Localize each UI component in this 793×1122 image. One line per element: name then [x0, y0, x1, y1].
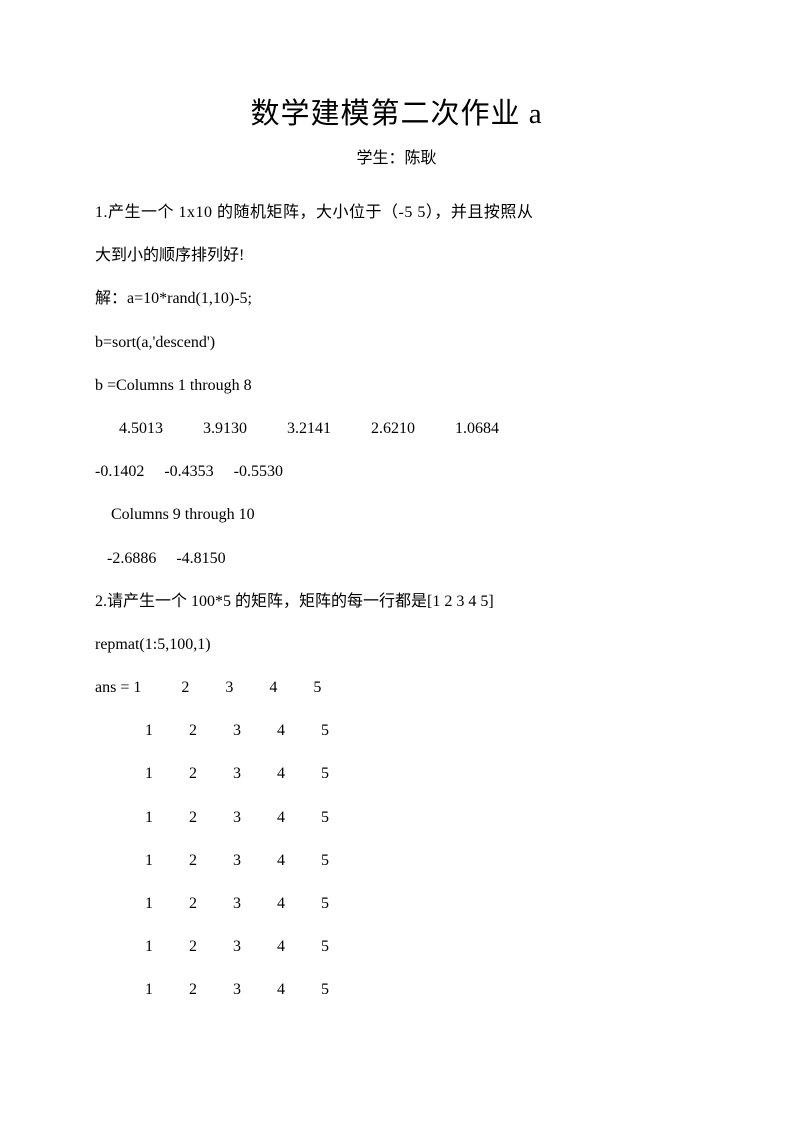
q2-matrix-row: 1 2 3 4 5	[95, 839, 698, 882]
q2-matrix-row: 1 2 3 4 5	[95, 709, 698, 752]
q2-matrix-row: 1 2 3 4 5	[95, 925, 698, 968]
q2-matrix-row: 1 2 3 4 5	[95, 882, 698, 925]
q1-prompt-line2: 大到小的顺序排列好!	[95, 234, 698, 277]
q2-matrix: ans = 1 2 3 4 5 1 2 3 4 5 1 2 3 4 5 1 2 …	[95, 666, 698, 1012]
q2-code: repmat(1:5,100,1)	[95, 623, 698, 666]
q2-matrix-row: 1 2 3 4 5	[95, 752, 698, 795]
document-title: 数学建模第二次作业 a	[95, 100, 698, 129]
q1-prompt-line1: 1.产生一个 1x10 的随机矩阵，大小位于（-5 5），并且按照从	[95, 191, 698, 234]
q1-output-header2: Columns 9 through 10	[95, 493, 698, 536]
author-line: 学生：陈耿	[95, 151, 698, 167]
q1-data-row1: 4.5013 3.9130 3.2141 2.6210 1.0684	[95, 407, 698, 450]
q1-data-row2: -0.1402 -0.4353 -0.5530	[95, 450, 698, 493]
q2-ans-first-row: ans = 1 2 3 4 5	[95, 666, 698, 709]
q2-matrix-row: 1 2 3 4 5	[95, 968, 698, 1011]
q1-output-header1: b =Columns 1 through 8	[95, 364, 698, 407]
q2-prompt: 2.请产生一个 100*5 的矩阵，矩阵的每一行都是[1 2 3 4 5]	[95, 580, 698, 623]
q1-solution-line2: b=sort(a,'descend')	[95, 321, 698, 364]
q1-data-row3: -2.6886 -4.8150	[95, 537, 698, 580]
q1-solution-line1: 解：a=10*rand(1,10)-5;	[95, 277, 698, 320]
q2-matrix-row: 1 2 3 4 5	[95, 796, 698, 839]
